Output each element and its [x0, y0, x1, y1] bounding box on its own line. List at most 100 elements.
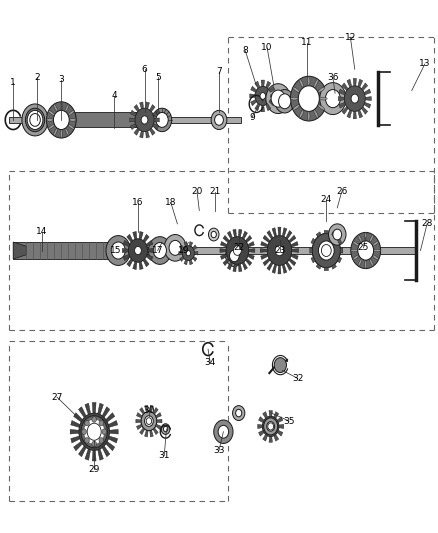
Polygon shape — [157, 419, 162, 423]
Text: 3: 3 — [58, 76, 64, 84]
Circle shape — [148, 237, 171, 264]
Polygon shape — [332, 264, 336, 269]
Polygon shape — [133, 262, 137, 270]
Polygon shape — [347, 110, 352, 118]
Text: 16: 16 — [132, 198, 144, 207]
Polygon shape — [137, 424, 142, 430]
Polygon shape — [227, 262, 233, 270]
Circle shape — [260, 93, 265, 99]
Polygon shape — [108, 421, 117, 427]
Ellipse shape — [372, 241, 379, 246]
Circle shape — [226, 245, 243, 266]
Polygon shape — [127, 259, 133, 266]
Polygon shape — [279, 424, 284, 429]
Polygon shape — [130, 118, 135, 122]
Polygon shape — [251, 86, 257, 92]
Circle shape — [79, 413, 110, 450]
Circle shape — [27, 110, 43, 130]
Polygon shape — [316, 264, 321, 269]
Ellipse shape — [68, 124, 74, 130]
Polygon shape — [155, 413, 161, 418]
Polygon shape — [283, 264, 287, 273]
Polygon shape — [227, 231, 233, 239]
Circle shape — [271, 90, 285, 107]
Circle shape — [25, 108, 45, 132]
Circle shape — [30, 114, 40, 126]
Polygon shape — [266, 81, 271, 88]
Text: 36: 36 — [327, 73, 339, 82]
Ellipse shape — [46, 119, 53, 121]
Polygon shape — [233, 229, 237, 237]
Polygon shape — [155, 424, 161, 430]
FancyBboxPatch shape — [13, 247, 416, 254]
Circle shape — [146, 418, 152, 424]
Circle shape — [46, 102, 76, 138]
Polygon shape — [272, 228, 276, 237]
Polygon shape — [340, 248, 343, 253]
Circle shape — [358, 241, 374, 260]
Polygon shape — [310, 248, 312, 253]
Polygon shape — [110, 430, 118, 434]
Polygon shape — [74, 441, 82, 451]
Ellipse shape — [299, 79, 304, 87]
Polygon shape — [123, 240, 130, 247]
Circle shape — [208, 228, 219, 241]
Circle shape — [318, 241, 334, 260]
Polygon shape — [261, 241, 268, 247]
Polygon shape — [140, 408, 145, 414]
Ellipse shape — [53, 104, 58, 112]
Polygon shape — [292, 249, 299, 252]
Polygon shape — [71, 421, 80, 427]
Text: 32: 32 — [292, 374, 304, 383]
Text: 14: 14 — [36, 228, 47, 236]
Circle shape — [344, 86, 365, 111]
Circle shape — [169, 240, 181, 255]
Polygon shape — [342, 83, 348, 91]
Polygon shape — [269, 100, 275, 106]
Polygon shape — [311, 238, 315, 244]
Polygon shape — [260, 249, 267, 252]
Polygon shape — [337, 238, 342, 244]
Text: 1: 1 — [10, 78, 16, 87]
Polygon shape — [267, 230, 273, 239]
Polygon shape — [189, 241, 193, 247]
Polygon shape — [98, 403, 103, 415]
Text: 9: 9 — [249, 113, 255, 122]
Circle shape — [279, 94, 291, 109]
Circle shape — [134, 246, 141, 255]
Polygon shape — [286, 262, 292, 271]
FancyBboxPatch shape — [13, 242, 110, 259]
Polygon shape — [255, 81, 260, 88]
Polygon shape — [150, 128, 155, 135]
Polygon shape — [278, 227, 281, 236]
Text: 34: 34 — [205, 358, 216, 367]
Polygon shape — [364, 89, 371, 95]
Polygon shape — [291, 254, 298, 260]
Circle shape — [87, 423, 101, 440]
Circle shape — [53, 110, 69, 130]
Ellipse shape — [293, 87, 300, 93]
Polygon shape — [153, 124, 159, 130]
Text: 26: 26 — [336, 188, 347, 196]
Polygon shape — [250, 94, 255, 98]
Polygon shape — [358, 79, 363, 87]
Polygon shape — [134, 104, 139, 111]
Polygon shape — [267, 262, 273, 271]
Circle shape — [141, 411, 157, 431]
Ellipse shape — [307, 111, 310, 121]
Circle shape — [266, 84, 290, 114]
Polygon shape — [131, 124, 136, 130]
Polygon shape — [263, 411, 268, 418]
Polygon shape — [263, 434, 268, 441]
Polygon shape — [194, 252, 198, 255]
Polygon shape — [238, 229, 242, 237]
Circle shape — [102, 429, 106, 434]
Circle shape — [182, 246, 194, 261]
Circle shape — [99, 438, 104, 443]
Circle shape — [135, 108, 154, 132]
Polygon shape — [263, 259, 270, 266]
Ellipse shape — [318, 87, 325, 93]
Ellipse shape — [369, 259, 374, 266]
Polygon shape — [266, 103, 271, 111]
Polygon shape — [146, 240, 153, 247]
